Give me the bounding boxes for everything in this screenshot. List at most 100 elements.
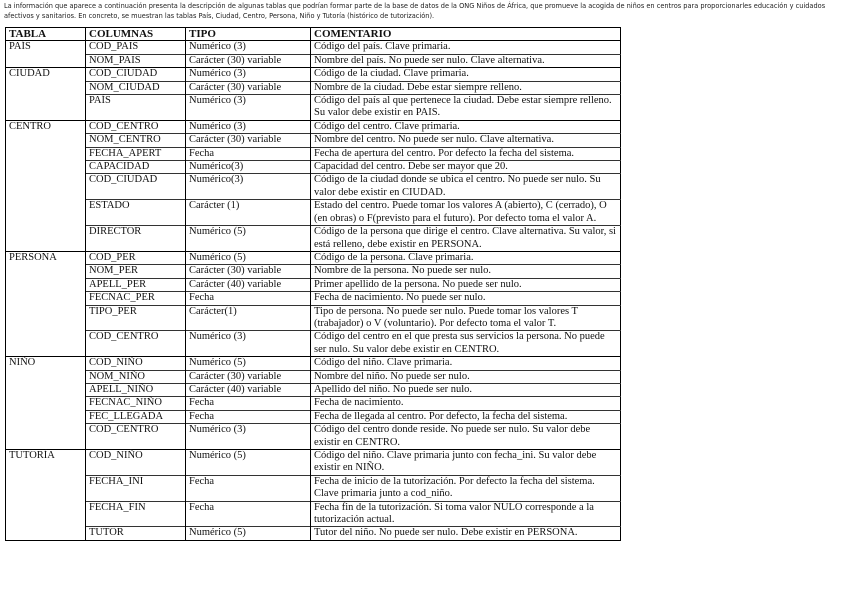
table-row: NOM_CIUDAD Carácter (30) variable Nombre d… <box>6 80 621 95</box>
column-name: COD_CENTRO <box>85 119 186 134</box>
column-comment: Código de la persona que dirige el centr… <box>310 225 621 252</box>
column-comment: Código del niño. Clave primaria. <box>310 356 621 371</box>
table-name: NIÑO <box>5 356 86 450</box>
column-name: APELL_NIÑO <box>85 382 186 397</box>
column-header: COMENTARIO <box>310 27 621 42</box>
table-row: COD_CENTRO Numérico (3) Código del centro … <box>6 330 621 357</box>
column-comment: Código del niño. Clave primaria junto co… <box>310 449 621 476</box>
column-name: NOM_PER <box>85 264 186 279</box>
column-type: Fecha <box>185 474 311 502</box>
table-row: FECNAC_NIÑO Fecha Fecha de nacimiento. <box>6 396 621 411</box>
table-row: APELL_PER Carácter (40) variable Primer ap… <box>6 277 621 292</box>
column-type: Carácter (40) variable <box>185 277 311 292</box>
column-name: NOM_CENTRO <box>85 133 186 148</box>
column-header: COLUMNAS <box>85 27 186 42</box>
column-name: FECHA_APERT <box>85 146 186 161</box>
column-comment: Primer apellido de la persona. No puede … <box>310 277 621 292</box>
table-row: COD_CENTRO Numérico (3) Código del centro … <box>6 423 621 450</box>
column-name: COD_CENTRO <box>85 423 186 450</box>
column-type: Numérico (5) <box>185 449 311 476</box>
table-row: COD_CIUDAD Numérico(3) Código de la ciudad… <box>6 173 621 200</box>
table-row: DIRECTOR Numérico (5) Código de la persona… <box>6 225 621 252</box>
column-comment: Código del centro donde reside. No puede… <box>310 423 621 450</box>
column-name: FEC_LLEGADA <box>85 409 186 424</box>
column-name: NOM_CIUDAD <box>85 80 186 95</box>
column-type: Numérico(3) <box>185 160 311 174</box>
column-type: Fecha <box>185 500 311 527</box>
column-comment: Código de la ciudad. Clave primaria. <box>310 67 621 82</box>
table-name: PERSONA <box>5 250 86 357</box>
column-comment: Nombre de la persona. No puede ser nulo. <box>310 264 621 279</box>
column-header: TABLA <box>5 27 86 42</box>
header-row: TABLA COLUMNAS TIPO COMENTARIO <box>5 27 621 42</box>
table-row: PAÍS Numérico (3) Código del país al que p… <box>6 94 621 121</box>
table-row: CENTRO COD_CENTRO Numérico (3) Código del c… <box>5 119 621 252</box>
table-row: FEC_LLEGADA Fecha Fecha de llegada al cent… <box>6 409 621 424</box>
column-comment: Tipo de persona. No puede ser nulo. Pued… <box>310 304 621 331</box>
column-type: Numérico (3) <box>185 330 311 357</box>
column-type: Numérico (3) <box>185 423 311 450</box>
column-type: Numérico (5) <box>185 225 311 252</box>
column-comment: Código de la persona. Clave primaria. <box>310 250 621 265</box>
table-name: TUTORÍA <box>5 449 86 541</box>
column-comment: Tutor del niño. No puede ser nulo. Debe … <box>310 526 621 541</box>
column-name: APELL_PER <box>85 277 186 292</box>
column-type: Carácter (1) <box>185 199 311 226</box>
schema-table: TABLA COLUMNAS TIPO COMENTARIO PAÍS COD_PAIS… <box>5 27 621 541</box>
table-row: NOM_CENTRO Carácter (30) variable Nombre d… <box>6 133 621 148</box>
table-row: FECNAC_PER Fecha Fecha de nacimiento. No p… <box>6 291 621 306</box>
column-comment: Código del centro. Clave primaria. <box>310 119 621 134</box>
table-name: CENTRO <box>5 119 86 252</box>
column-type: Carácter(1) <box>185 304 311 331</box>
column-type: Carácter (30) variable <box>185 264 311 279</box>
table-row: PERSONA COD_PER Numérico (5) Código de la p… <box>5 250 621 357</box>
column-type: Carácter (30) variable <box>185 53 311 68</box>
column-type: Carácter (30) variable <box>185 80 311 95</box>
column-comment: Nombre del país. No puede ser nulo. Clav… <box>310 53 621 68</box>
column-name: COD_CIUDAD <box>85 173 186 200</box>
column-comment: Código del país al que pertenece la ciud… <box>310 94 621 121</box>
column-comment: Fecha de llegada al centro. Por defecto,… <box>310 409 621 424</box>
column-type: Numérico (5) <box>185 526 311 541</box>
table-row: NIÑO COD_NIÑO Numérico (5) Código del niño.… <box>5 356 621 450</box>
column-comment: Fecha de nacimiento. <box>310 396 621 411</box>
column-name: CAPACIDAD <box>85 160 186 174</box>
table-row: CIUDAD COD_CIUDAD Numérico (3) Código de la… <box>5 67 621 121</box>
column-comment: Fecha de inicio de la tutorización. Por … <box>310 474 621 502</box>
column-type: Numérico (5) <box>185 356 311 371</box>
column-name: NOM_PAIS <box>85 53 186 68</box>
column-name: ESTADO <box>85 199 186 226</box>
table-row: FECHA_FIN Fecha Fecha fin de la tutorizaci… <box>6 500 621 527</box>
column-comment: Código del centro en el que presta sus s… <box>310 330 621 357</box>
intro-text: La información que aparece a continuació… <box>4 2 826 20</box>
column-comment: Capacidad del centro. Debe ser mayor que… <box>310 160 621 174</box>
table-row: CAPACIDAD Numérico(3) Capacidad del centro… <box>6 160 621 174</box>
column-comment: Fecha de apertura del centro. Por defect… <box>310 146 621 161</box>
table-row: TUTORÍA COD_NIÑO Numérico (5) Código del ni… <box>5 449 621 541</box>
table-row: NOM_PER Carácter (30) variable Nombre de l… <box>6 264 621 279</box>
column-name: NOM_NIÑO <box>85 369 186 384</box>
column-type: Carácter (40) variable <box>185 382 311 397</box>
column-name: DIRECTOR <box>85 225 186 252</box>
column-comment: Nombre de la ciudad. Debe estar siempre … <box>310 80 621 95</box>
column-type: Numérico (3) <box>185 119 311 134</box>
column-type: Fecha <box>185 396 311 411</box>
table-row: FECHA_INI Fecha Fecha de inicio de la tuto… <box>6 474 621 502</box>
table-row: NOM_NIÑO Carácter (30) variable Nombre del… <box>6 369 621 384</box>
column-type: Numérico (3) <box>185 67 311 82</box>
column-name: FECNAC_PER <box>85 291 186 306</box>
column-type: Fecha <box>185 291 311 306</box>
column-name: COD_PAIS <box>85 40 186 55</box>
table-name: PAÍS <box>5 40 86 68</box>
column-name: COD_PER <box>85 250 186 265</box>
table-name: CIUDAD <box>5 67 86 121</box>
column-name: PAÍS <box>85 94 186 121</box>
table-row: TIPO_PER Carácter(1) Tipo de persona. No p… <box>6 304 621 331</box>
column-name: COD_NIÑO <box>85 356 186 371</box>
column-name: COD_CIUDAD <box>85 67 186 82</box>
column-name: FECHA_INI <box>85 474 186 502</box>
column-comment: Fecha fin de la tutorización. Si toma va… <box>310 500 621 527</box>
column-comment: Nombre del niño. No puede ser nulo. <box>310 369 621 384</box>
column-name: TUTOR <box>85 526 186 541</box>
